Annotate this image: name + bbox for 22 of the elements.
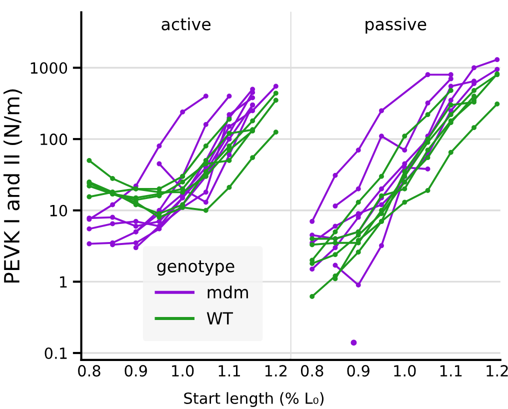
y-tick-label: 100 — [40, 134, 68, 146]
x-tick-label: 0.9 — [124, 365, 147, 377]
x-tick-label: 1.2 — [265, 365, 287, 376]
y-axis-title: PEVK I and II (N/m) — [3, 89, 22, 283]
x-tick-label: 1.1 — [218, 365, 240, 376]
y-tick-label: 1000 — [30, 62, 68, 74]
x-tick-label: 1.0 — [172, 365, 194, 377]
x-axis-title: Start length (% L₀) — [184, 392, 324, 407]
chart-title: active — [162, 17, 210, 30]
x-tick-label: 1.0 — [394, 365, 416, 377]
x-tick-label: 0.9 — [347, 365, 370, 377]
legend-label: WT — [206, 312, 234, 324]
x-tick-label: 1.2 — [486, 365, 508, 376]
y-tick-label: 1 — [60, 276, 67, 288]
x-tick-label: 0.8 — [78, 365, 100, 377]
chart-title: passive — [366, 17, 426, 34]
legend-label: mdm — [208, 286, 248, 298]
y-tick-label: 10 — [50, 204, 68, 216]
x-tick-label: 1.1 — [440, 365, 462, 376]
x-tick-label: 0.8 — [300, 365, 324, 377]
y-tick-label: 0.1 — [44, 347, 67, 360]
legend-title: genotype — [157, 260, 234, 276]
